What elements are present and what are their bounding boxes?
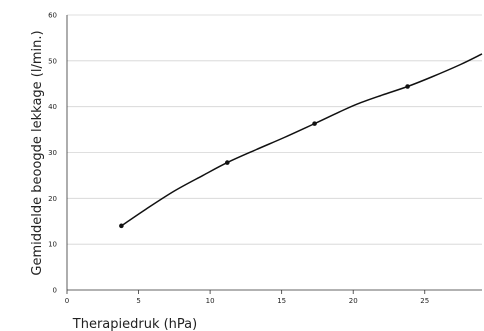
series-line (120, 53, 483, 227)
y-tick-label: 0 (53, 287, 57, 295)
x-tick-label: 20 (349, 297, 358, 305)
axes (66, 15, 482, 294)
series-group (119, 53, 483, 229)
y-tick-label: 30 (48, 149, 57, 157)
y-axis-title: Gemiddelde beoogde lekkage (l/min.) (30, 30, 45, 275)
tick-labels: 0 10 20 30 40 50 60 0 5 10 15 20 25 (48, 12, 429, 306)
data-point (224, 160, 230, 165)
y-tick-label: 10 (48, 241, 57, 249)
x-tick-label: 10 (206, 297, 215, 305)
gridlines (67, 14, 482, 245)
y-tick-label: 20 (48, 195, 57, 203)
data-point (405, 84, 410, 89)
y-tick-label: 40 (48, 103, 57, 111)
x-axis-title: Therapiedruk (hPa) (72, 317, 197, 331)
y-tick-label: 60 (48, 12, 57, 20)
x-tick-label: 5 (136, 297, 140, 305)
data-point (119, 223, 124, 229)
y-tick-label: 50 (48, 57, 57, 65)
x-tick-label: 25 (420, 297, 429, 305)
x-tick-label: 0 (65, 297, 69, 305)
x-tick-label: 15 (277, 297, 286, 305)
data-point (312, 121, 317, 126)
